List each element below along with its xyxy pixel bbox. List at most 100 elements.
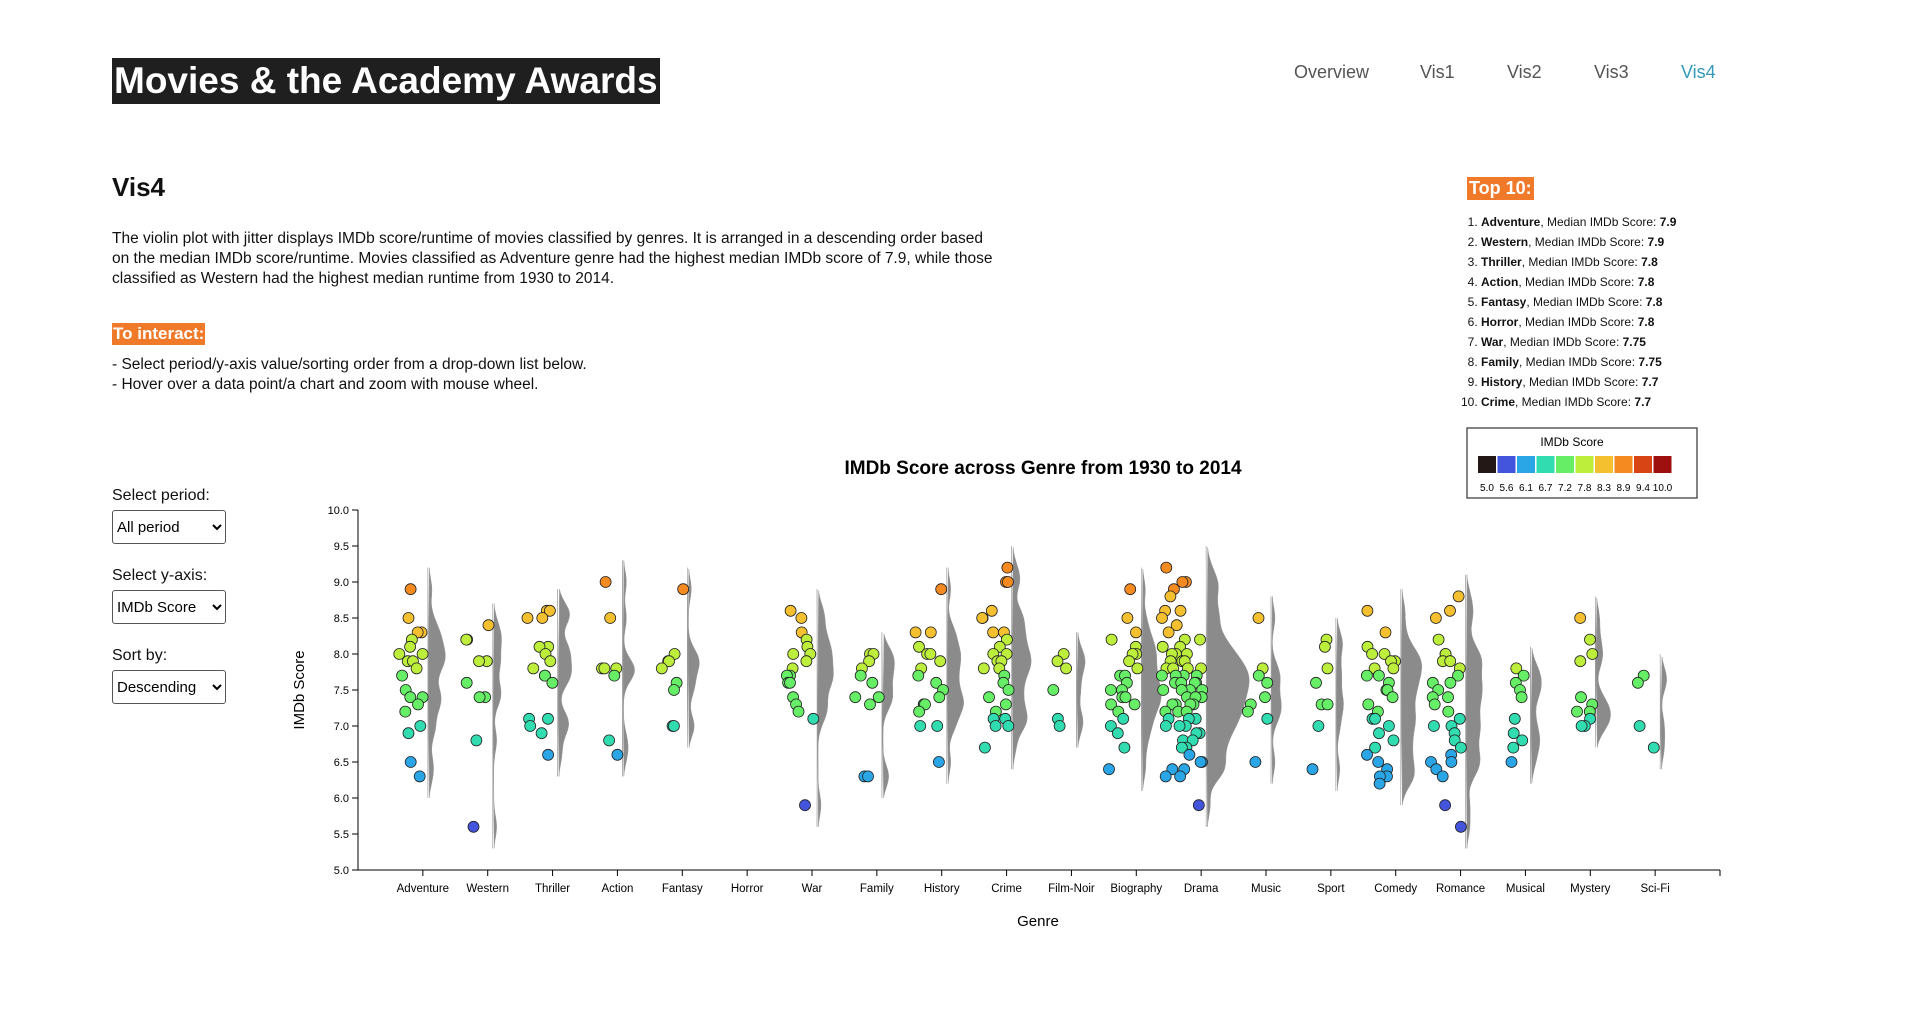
data-point [1369,741,1381,754]
data-point [1306,763,1319,776]
data-point [467,820,480,833]
data-point [1369,712,1381,725]
top10-text: 7.9 [1647,235,1665,249]
data-point [1379,626,1392,639]
data-point [1505,756,1518,768]
violin [1011,545,1032,770]
data-point [1507,741,1520,754]
data-point [864,698,876,711]
nav-link[interactable]: Vis2 [1507,62,1542,82]
data-point [521,612,534,624]
data-point [1515,691,1528,704]
data-point [1001,633,1013,646]
data-point [603,734,615,747]
top10-item: Adventure, Median IMDb Score: 7.9 [1481,212,1676,232]
period-select[interactable]: All period [112,510,226,544]
legend-swatch [1575,456,1594,473]
data-point [1176,741,1188,754]
top10-text: , Median IMDb Score: [1519,355,1639,369]
data-point [460,633,473,646]
x-tick-label: Action [601,883,633,895]
violin [492,603,502,849]
data-point [792,705,805,718]
x-tick-label: Fantasy [662,883,703,895]
control-label: Select period: [112,487,210,504]
data-point [535,727,548,740]
data-point [979,741,991,754]
data-point [1128,698,1141,711]
y-axis-select[interactable]: IMDb Score [112,590,226,624]
top10-item: Western, Median IMDb Score: 7.9 [1481,232,1676,252]
y-tick-label: 8.0 [334,649,349,661]
nav-link[interactable]: Overview [1294,62,1370,82]
section-heading: Vis4 [112,172,166,202]
legend-label: 9.4 [1636,483,1650,494]
data-point [913,705,925,718]
legend-title: IMDb Score [1540,435,1604,449]
data-point [1321,698,1334,711]
data-point [544,655,557,668]
y-tick-label: 9.5 [334,541,349,553]
data-point [1103,763,1115,776]
data-point [863,655,875,668]
data-point [1156,669,1168,682]
sort-select[interactable]: Descending [112,670,226,704]
legend-label: 7.8 [1578,483,1592,494]
x-tick-label: Thriller [535,883,570,895]
top10-title: Top 10: [1467,177,1534,200]
data-point [414,720,427,732]
data-point [413,770,426,783]
data-point [1156,640,1169,653]
data-point [1119,691,1132,704]
data-point [976,612,989,624]
top10-text: Fantasy [1481,295,1527,309]
x-tick-label: Biography [1110,883,1162,895]
violin [881,632,895,799]
data-point [1442,691,1454,704]
y-tick-label: 5.0 [334,865,349,877]
data-point [784,676,796,689]
data-point [1194,756,1207,768]
data-point [1633,720,1646,732]
top10-text: , Median IMDb Score: [1540,215,1660,229]
data-point [1118,741,1131,754]
legend-swatch [1634,456,1652,473]
violin [1530,646,1542,784]
data-point [1428,698,1441,711]
data-point [1571,705,1583,718]
legend-label: 10.0 [1653,483,1673,494]
data-point [1321,662,1334,675]
data-point [1001,561,1014,574]
legend-label: 8.3 [1597,483,1611,494]
data-point [1174,770,1186,783]
data-point [1373,727,1385,740]
data-point [1373,669,1385,682]
data-point [909,626,922,639]
nav-link[interactable]: Vis3 [1594,62,1629,82]
data-point [402,727,415,740]
nav-link[interactable]: Vis1 [1420,62,1455,82]
data-point [933,691,946,704]
data-point [784,604,797,617]
data-point [416,648,429,660]
data-point [1173,720,1186,732]
legend-swatch [1517,456,1535,473]
nav-link[interactable]: Vis4 [1681,62,1716,82]
data-point [799,799,811,812]
data-point [1002,684,1015,696]
x-tick-label: Film-Noir [1048,883,1095,895]
top10-text: 7.7 [1634,395,1652,409]
data-point [1444,655,1457,668]
data-point [1319,640,1331,653]
x-tick-label: Family [860,883,894,895]
data-point [399,705,412,718]
data-point [1105,720,1117,732]
data-point [934,655,947,668]
x-tick-label: Musical [1506,883,1545,895]
data-point [854,669,867,682]
data-point [1508,712,1521,725]
data-point [930,676,943,689]
data-point [1261,676,1274,689]
data-point [1442,705,1455,718]
description: The violin plot with jitter displays IMD… [112,230,993,287]
